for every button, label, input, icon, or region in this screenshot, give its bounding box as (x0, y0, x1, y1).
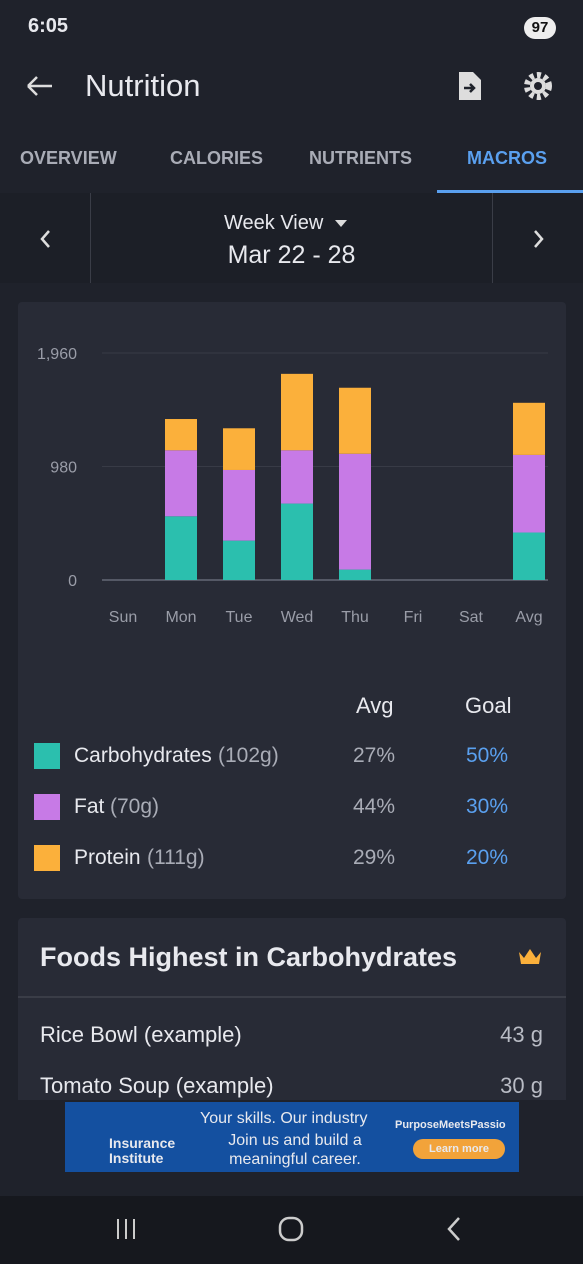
bar-segment (223, 428, 255, 470)
week-range: Mar 22 - 28 (227, 241, 356, 269)
x-tick-label: Sun (109, 609, 137, 626)
week-view[interactable]: Week View (224, 212, 324, 234)
dropdown (335, 220, 347, 227)
bar-segment (165, 516, 197, 580)
x-tick-label: Tue (226, 609, 253, 626)
legend-swatch (34, 794, 60, 820)
divider (492, 193, 493, 283)
legend-name: Protein (74, 846, 141, 869)
x-tick-label: Sat (459, 609, 484, 626)
tab-active[interactable]: MACROS (467, 148, 547, 168)
ad-tag: PurposeMeetsPassio (395, 1119, 506, 1131)
back-button[interactable] (24, 70, 56, 102)
macro-goal: 30% (466, 795, 509, 818)
legend-row: Fat (70g) 44% 30% (34, 792, 534, 822)
food-name[interactable]: Tomato Soup (example) (40, 1073, 274, 1098)
bar-segment (165, 450, 197, 517)
bar-segment (281, 503, 313, 580)
x-tick-label: Avg (515, 609, 542, 626)
bar-segment (223, 469, 255, 541)
macro-avg: 44% (353, 795, 396, 818)
bar-segment (339, 569, 371, 580)
bar-segment (281, 373, 313, 451)
macro-amount: (111g) (147, 846, 205, 869)
ad-banner[interactable]: Insurance Institute Your skills. Our ind… (65, 1102, 519, 1172)
prev-week[interactable] (36, 228, 56, 250)
bar-segment (281, 450, 313, 504)
nav-bar (0, 1196, 583, 1264)
macro-amount: (102g) (218, 744, 279, 767)
divider (90, 193, 91, 283)
legend-row: Protein (111g) 29% 20% (34, 843, 534, 873)
macro-avg: 27% (353, 744, 396, 767)
tab[interactable]: NUTRIENTS (309, 148, 412, 168)
column-header: Goal (465, 693, 512, 718)
tab-indicator (437, 190, 583, 193)
food-name[interactable]: Rice Bowl (example) (40, 1022, 242, 1047)
bar-segment (223, 540, 255, 580)
nav-icons[interactable] (110, 1215, 470, 1243)
x-tick-label: Mon (165, 609, 196, 626)
x-tick-label: Fri (404, 609, 423, 626)
export-button[interactable] (456, 70, 484, 102)
bar-segment (513, 402, 545, 455)
legend-name: Carbohydrates (74, 744, 212, 767)
x-tick-label: Wed (281, 609, 314, 626)
macro-avg: 29% (353, 846, 396, 869)
legend-row: Carbohydrates (102g) 27% 50% (34, 741, 534, 771)
bar-segment (339, 453, 371, 570)
macro-goal: 20% (466, 846, 509, 869)
ad-button[interactable]: Learn more (413, 1139, 505, 1159)
macro-goal: 50% (466, 744, 509, 767)
tab[interactable]: CALORIES (170, 148, 264, 168)
foods-card (18, 918, 566, 1118)
chart: 0 980 1,960 Sun Mon Tue Wed Thu Fri Sat Avg (37, 346, 548, 626)
bar-segment (513, 454, 545, 533)
x-tick-label: Thu (341, 609, 369, 626)
week-nav (0, 193, 583, 283)
food-amount: 30 g (500, 1073, 543, 1098)
macro-amount: (70g) (110, 795, 160, 818)
y-tick-label: 1,960 (37, 346, 77, 363)
divider (18, 996, 566, 998)
premium-icon (519, 949, 541, 964)
settings-button[interactable] (522, 70, 554, 102)
bar-segment (165, 419, 197, 451)
ad-brand: Insurance Institute (109, 1135, 176, 1166)
foods-title: Foods Highest in Carbohydrates (40, 942, 458, 972)
food-amount: 43 g (500, 1022, 543, 1047)
bar-segment (513, 532, 545, 580)
battery: 97 (524, 17, 556, 39)
header-title: Nutrition (85, 68, 201, 103)
y-tick-label: 980 (50, 460, 77, 477)
next-week[interactable] (528, 228, 548, 250)
status-time: 6:05 (28, 15, 69, 37)
ad-line: Join us and build a meaningful career. (228, 1132, 362, 1168)
ad-line: Your skills. Our industry (200, 1110, 368, 1127)
legend-swatch (34, 845, 60, 871)
column-header: Avg (356, 693, 394, 718)
legend-name: Fat (74, 795, 105, 818)
y-tick-label: 0 (68, 573, 77, 590)
bar-segment (339, 387, 371, 454)
tab[interactable]: OVERVIEW (20, 148, 117, 168)
legend-swatch (34, 743, 60, 769)
